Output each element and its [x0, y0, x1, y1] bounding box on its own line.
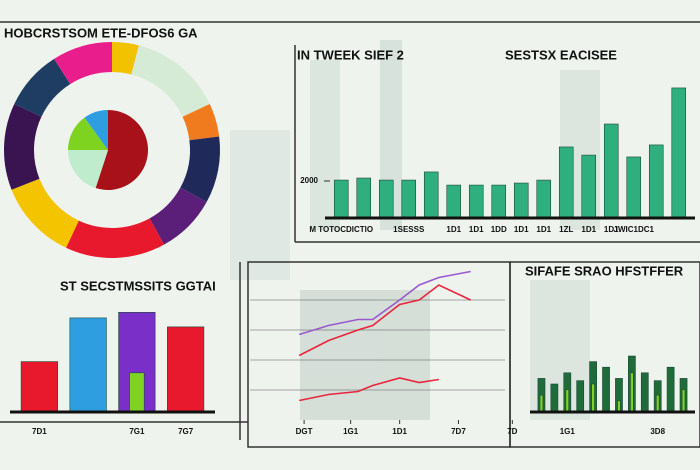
x-tick-label: DGT	[296, 427, 313, 436]
slice	[68, 150, 108, 189]
bar	[167, 326, 205, 413]
x-tick-label: M TOTOCDICTIO	[309, 225, 373, 234]
bar	[423, 171, 439, 219]
x-tick-label: 1D1	[536, 225, 551, 234]
slice	[182, 104, 220, 141]
slice	[14, 58, 71, 117]
x-tick-label: 1D1	[514, 225, 529, 234]
slice	[95, 110, 148, 190]
x-tick-label: 3D8	[650, 427, 665, 436]
bar	[550, 383, 559, 413]
bar	[129, 372, 145, 413]
slice	[84, 110, 108, 150]
x-tick-label: 7D1	[32, 427, 47, 436]
bar	[356, 177, 372, 219]
bar	[681, 389, 686, 413]
chart-subtitle: SESTSX EACISEE	[505, 47, 617, 62]
line	[299, 377, 439, 402]
bar	[491, 184, 507, 219]
x-tick-label: 1SESSS	[393, 225, 425, 234]
bar	[655, 394, 660, 413]
bar	[603, 123, 619, 219]
x-tick-label: JWIC1DC1	[614, 225, 655, 234]
x-tick-label: 1D1	[392, 427, 407, 436]
x-tick-label: 1D1	[604, 225, 619, 234]
bar	[513, 182, 529, 219]
x-tick-label: 7G7	[178, 427, 194, 436]
slice	[112, 42, 139, 75]
x-tick-label: 1DD	[491, 225, 507, 234]
line	[298, 284, 472, 357]
slice	[11, 178, 79, 248]
slice	[180, 136, 220, 203]
bar	[446, 184, 462, 219]
bar	[602, 366, 610, 413]
bar	[671, 87, 687, 219]
slice	[68, 117, 108, 150]
line	[298, 270, 471, 336]
bar	[468, 184, 484, 219]
slice	[54, 42, 112, 85]
bar	[630, 372, 634, 413]
bar	[536, 179, 552, 219]
bar	[666, 366, 675, 413]
chart-title: HOBCRSTSOM ETE-DFOS6 GA	[4, 25, 198, 40]
chart-title: ST SECSTMSSITS GGTAI	[60, 278, 216, 293]
x-tick-label: 1D1	[581, 225, 596, 234]
bar	[20, 361, 58, 413]
bar	[617, 400, 621, 413]
bar	[576, 380, 585, 413]
x-tick-label: 1G1	[560, 427, 576, 436]
x-tick-label: 7D	[507, 427, 517, 436]
bar	[401, 179, 417, 219]
x-tick-label: 1D1	[469, 225, 484, 234]
bar	[539, 394, 544, 413]
bar	[565, 389, 570, 413]
bar	[69, 317, 107, 413]
bar	[378, 179, 394, 219]
frames	[0, 21, 700, 448]
x-tick-label: 1D1	[446, 225, 461, 234]
bar	[591, 383, 595, 413]
x-tick-label: 1ZL	[559, 225, 573, 234]
chart-title: SIFAFE SRAO HFSTFFER	[525, 263, 684, 278]
bar	[333, 179, 349, 219]
slice	[149, 187, 207, 245]
x-tick-label: 7D7	[451, 427, 466, 436]
y-tick-label: 2000	[300, 176, 318, 185]
slice	[4, 104, 42, 190]
bar	[581, 154, 597, 219]
slice	[131, 45, 210, 117]
bar	[640, 372, 649, 413]
bar	[648, 144, 664, 219]
chart-title: IN TWEEK SIEF 2	[297, 47, 404, 62]
bar	[558, 146, 574, 219]
slice	[66, 218, 165, 258]
x-tick-label: 1G1	[343, 427, 359, 436]
bar	[626, 156, 642, 219]
x-tick-label: 7G1	[129, 427, 145, 436]
